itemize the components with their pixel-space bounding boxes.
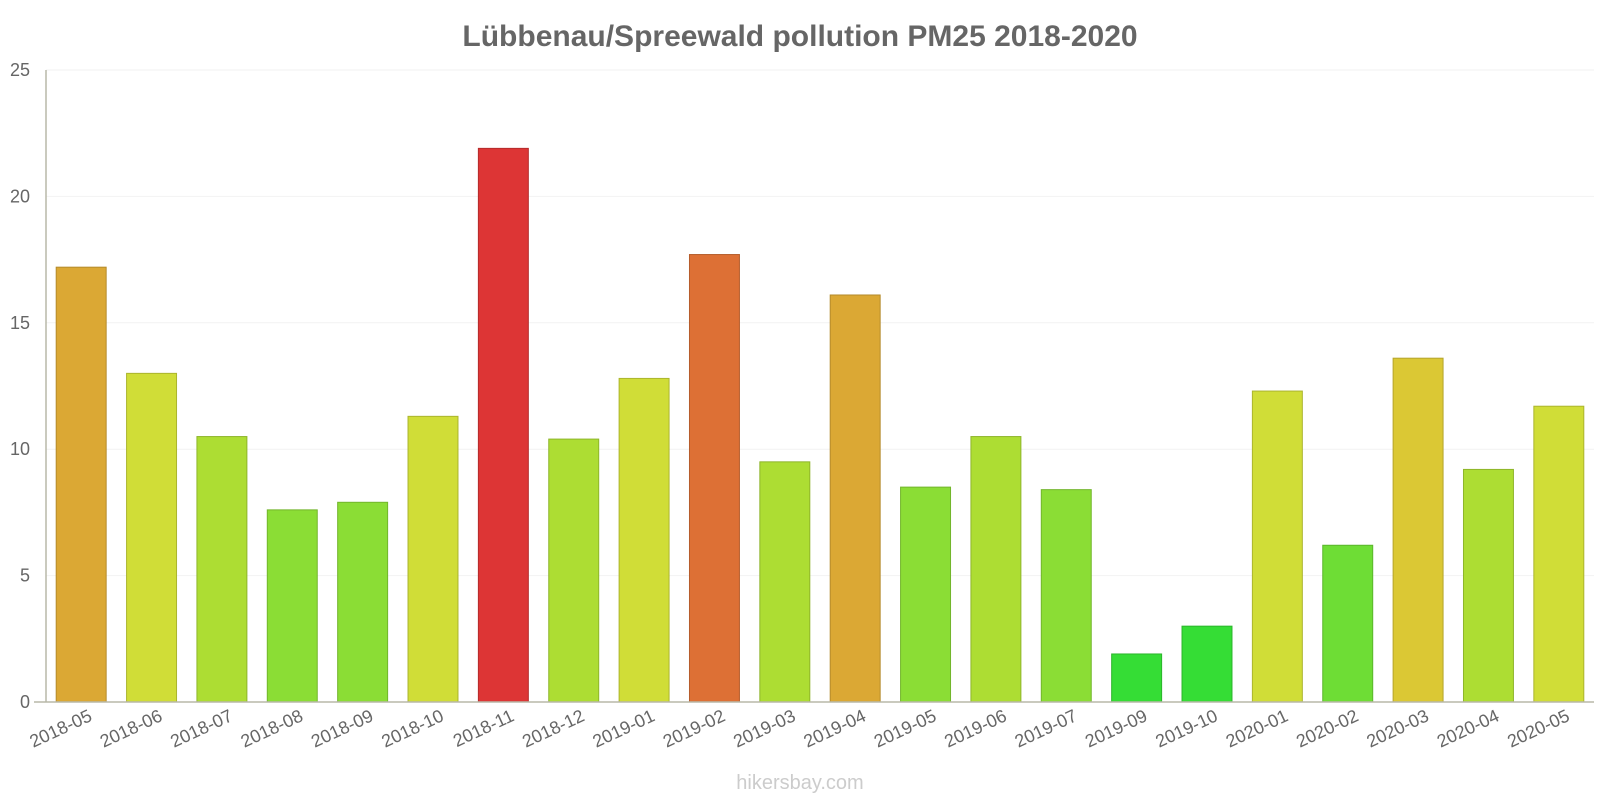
bar-2020-02: [1322, 544, 1374, 703]
bar-2018-05: [55, 266, 107, 703]
bar-2019-04: [829, 294, 881, 703]
bar-2018-08: [266, 509, 318, 703]
x-tick-label: 2019-06: [941, 705, 1009, 751]
y-tick-label: 0: [20, 692, 30, 712]
x-tick-label: 2020-03: [1363, 705, 1431, 751]
x-tick-label: 2018-07: [167, 705, 235, 751]
x-tick-label: 2018-11: [450, 705, 517, 750]
bar-2018-07: [196, 436, 248, 703]
x-tick-label: 2020-02: [1293, 705, 1361, 751]
bar-2019-02: [688, 254, 740, 703]
bars-layer: [55, 147, 1585, 703]
y-tick-label: 5: [20, 566, 30, 586]
bar-2020-05: [1533, 405, 1585, 703]
bar-2018-10: [407, 415, 459, 703]
y-tick-label: 20: [10, 186, 30, 206]
bar-2019-07: [1040, 489, 1092, 703]
x-tick-label: 2019-09: [1082, 705, 1150, 751]
bar-2020-03: [1392, 357, 1444, 703]
x-tick-label: 2018-08: [238, 705, 306, 751]
x-tick-label: 2019-05: [871, 705, 939, 751]
x-tick-label: 2019-10: [1152, 705, 1220, 751]
x-tick-label: 2019-04: [801, 705, 869, 751]
bar-2020-01: [1251, 390, 1303, 703]
watermark: hikersbay.com: [736, 772, 863, 794]
bar-2018-11: [477, 147, 529, 703]
y-tick-labels: 0 5 10 15 20 25: [10, 60, 30, 712]
x-tick-label: 2018-05: [27, 705, 95, 751]
y-tick-label: 10: [10, 439, 30, 459]
bar-2019-06: [970, 436, 1022, 703]
x-tick-label: 2020-04: [1434, 705, 1502, 751]
x-tick-label: 2018-12: [519, 705, 587, 751]
bar-2019-09: [1111, 653, 1163, 703]
x-tick-label: 2018-09: [308, 705, 376, 751]
grid-layer: [46, 69, 1594, 577]
x-tick-label: 2019-01: [589, 705, 657, 751]
x-tick-label: 2018-10: [378, 705, 446, 751]
x-tick-label: 2019-03: [730, 705, 798, 751]
bar-2020-04: [1462, 468, 1514, 703]
axes-layer: [34, 70, 1594, 703]
y-tick-label: 15: [10, 313, 30, 333]
bar-2019-05: [900, 486, 952, 703]
x-tick-label: 2020-01: [1223, 705, 1291, 751]
x-tick-label: 2019-07: [1012, 705, 1080, 751]
x-tick-label: 2019-02: [660, 705, 728, 751]
y-tick-label: 25: [10, 60, 30, 80]
bar-2018-12: [548, 438, 600, 703]
bar-2018-09: [337, 501, 389, 703]
bar-2019-01: [618, 377, 670, 703]
bar-2019-10: [1181, 625, 1233, 703]
x-tick-labels: 2018-05 2018-06 2018-07 2018-08 2018-09 2018-…: [27, 705, 1573, 751]
x-tick-label: 2018-06: [97, 705, 165, 751]
chart-title: Lübbenau/Spreewald pollution PM25 2018-2…: [462, 20, 1137, 53]
bar-2018-06: [126, 372, 178, 703]
bar-2019-03: [759, 461, 811, 703]
x-tick-label: 2020-05: [1504, 705, 1572, 751]
